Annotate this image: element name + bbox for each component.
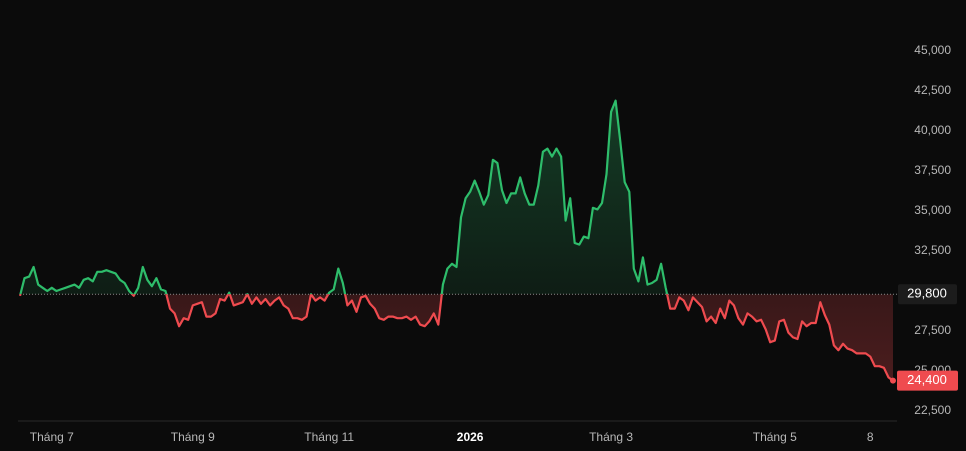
last-price-label: 24,400 bbox=[907, 372, 947, 387]
x-tick-label: Tháng 7 bbox=[30, 430, 74, 444]
last-price-dot bbox=[890, 377, 896, 384]
x-tick-label: 8 bbox=[867, 430, 874, 444]
x-tick-label: Tháng 5 bbox=[753, 430, 797, 444]
x-tick-label: Tháng 9 bbox=[171, 430, 215, 444]
y-tick-label: 37,500 bbox=[914, 163, 951, 177]
area-up bbox=[20, 100, 893, 295]
area-down bbox=[20, 294, 893, 381]
y-tick-label: 22,500 bbox=[914, 403, 951, 417]
y-tick-label: 27,500 bbox=[914, 323, 951, 337]
y-tick-label: 32,500 bbox=[914, 243, 951, 257]
baseline-label: 29,800 bbox=[907, 286, 947, 301]
y-tick-label: 42,500 bbox=[914, 83, 951, 97]
baseline-badge bbox=[898, 284, 957, 305]
x-tick-label: Tháng 11 bbox=[304, 430, 354, 444]
last-price-badge bbox=[897, 370, 958, 391]
y-tick-label: 45,000 bbox=[914, 43, 951, 57]
x-tick-label: Tháng 3 bbox=[589, 430, 633, 444]
price-line-down bbox=[18, 294, 894, 382]
x-tick-label: 2026 bbox=[457, 430, 484, 444]
price-line-up bbox=[19, 99, 669, 295]
y-tick-label: 35,000 bbox=[914, 203, 951, 217]
y-tick-label: 40,000 bbox=[914, 123, 951, 137]
